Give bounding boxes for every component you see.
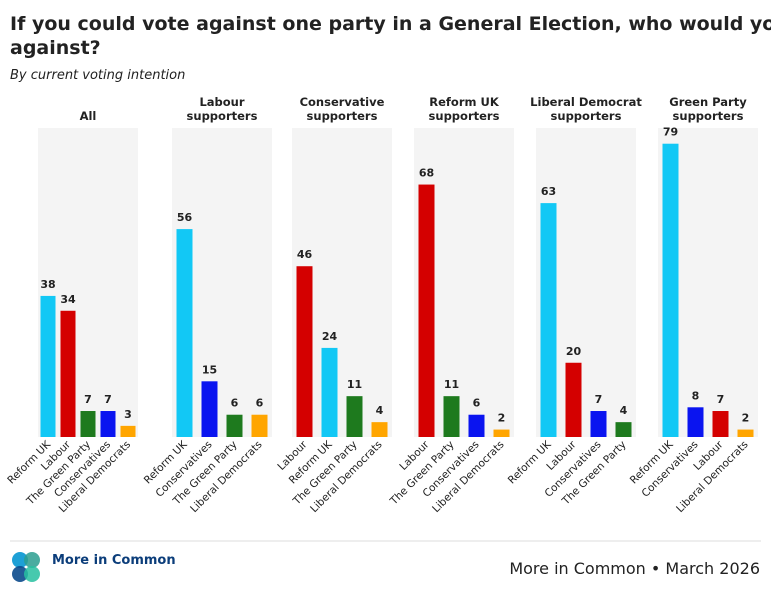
bar [418, 184, 435, 437]
bar [712, 411, 729, 437]
bar [737, 429, 754, 437]
bar [662, 143, 679, 437]
value-label: 68 [419, 167, 434, 180]
bar [60, 310, 76, 437]
bar [40, 295, 56, 437]
value-label: 20 [566, 345, 582, 358]
panel-title: Green Party supporters [669, 95, 747, 123]
logo-icon [12, 552, 40, 582]
logo-text: More in Common [52, 553, 176, 568]
bar [201, 381, 218, 437]
bar [176, 229, 193, 437]
panel-title: Reform UK supporters [429, 95, 500, 123]
value-label: 7 [84, 393, 92, 406]
bar [346, 396, 363, 437]
value-label: 7 [595, 393, 603, 406]
bar [615, 422, 632, 437]
value-label: 2 [742, 412, 750, 425]
bar [296, 266, 313, 437]
value-label: 7 [104, 393, 112, 406]
panel-title: Liberal Democrat supporters [530, 95, 642, 123]
bar [321, 347, 338, 437]
value-label: 63 [541, 185, 556, 198]
value-label: 46 [297, 248, 313, 261]
source: More in Common • March 2026 [509, 559, 760, 578]
panel-title: Labour supporters [187, 95, 258, 123]
value-label: 38 [40, 278, 55, 291]
bar [226, 414, 243, 437]
value-label: 11 [347, 378, 362, 391]
bar [443, 396, 460, 437]
value-label: 56 [177, 211, 193, 224]
bar [540, 203, 557, 437]
bar [371, 422, 388, 437]
value-label: 7 [717, 393, 725, 406]
value-label: 15 [202, 363, 217, 376]
value-label: 6 [231, 397, 239, 410]
bar [493, 429, 510, 437]
value-label: 8 [692, 389, 700, 402]
bar [590, 411, 607, 437]
value-label: 79 [663, 126, 678, 139]
bar [468, 414, 485, 437]
value-label: 3 [124, 408, 132, 421]
chart-title: If you could vote against one party in a… [10, 13, 771, 59]
panel-title: All [80, 109, 97, 123]
bar [565, 362, 582, 437]
bar [687, 407, 704, 437]
value-label: 6 [473, 397, 481, 410]
value-label: 11 [444, 378, 459, 391]
value-label: 6 [256, 397, 264, 410]
bar [80, 411, 96, 437]
bar [120, 425, 136, 437]
value-label: 24 [322, 330, 338, 343]
bar [251, 414, 268, 437]
bar [100, 411, 116, 437]
chart-subtitle: By current voting intention [10, 68, 185, 83]
panel-title: Conservative supporters [300, 95, 385, 123]
value-label: 4 [376, 404, 384, 417]
value-label: 34 [60, 293, 76, 306]
value-label: 4 [620, 404, 628, 417]
value-label: 2 [498, 412, 506, 425]
